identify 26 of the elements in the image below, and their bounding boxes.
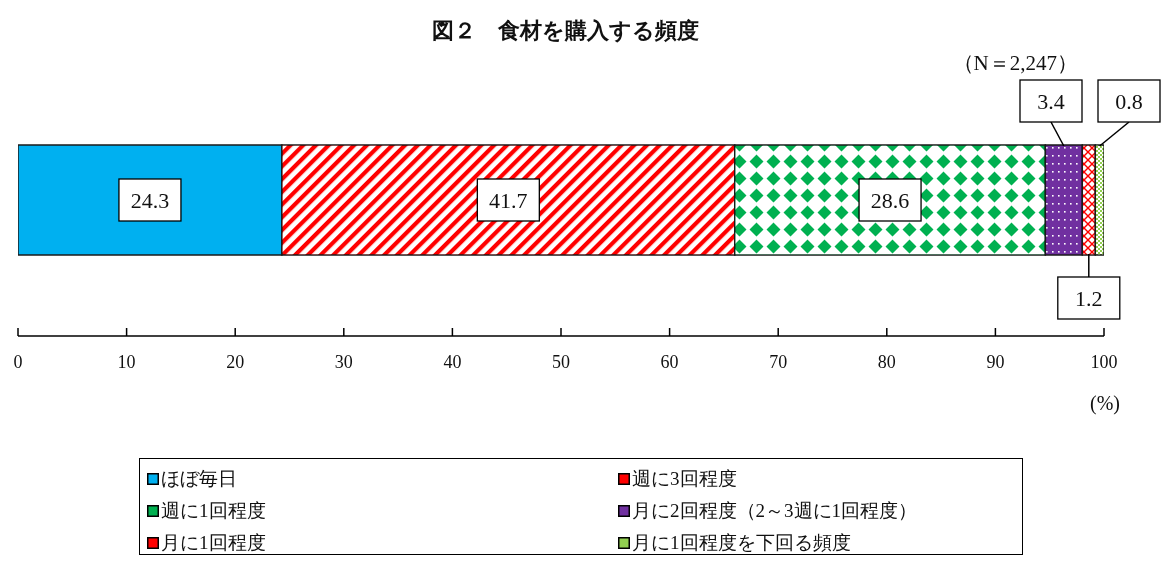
legend-label: 月に1回程度 (161, 531, 266, 555)
data-label: 28.6 (870, 187, 910, 213)
x-tick-label: 40 (443, 352, 462, 373)
data-label: 0.8 (1115, 88, 1143, 114)
legend-label: 週に1回程度 (161, 499, 266, 523)
x-tick-label: 0 (13, 352, 23, 373)
x-tick-label: 70 (769, 352, 788, 373)
data-label: 3.4 (1037, 88, 1065, 114)
x-tick-label: 90 (986, 352, 1005, 373)
legend-label: 月に1回程度を下回る頻度 (632, 531, 851, 555)
x-tick-label: 20 (226, 352, 245, 373)
legend-label: ほぼ毎日 (161, 467, 237, 491)
chart-subtitle: （N＝2,247） (951, 50, 1078, 77)
x-tick-label: 100 (1090, 352, 1118, 373)
data-label: 41.7 (489, 187, 528, 213)
legend-label: 月に2回程度（2～3週に1回程度） (632, 499, 917, 523)
x-axis-title: (%) (1089, 392, 1120, 415)
legend-label: 週に3回程度 (632, 467, 737, 491)
chart-title: 図２ 食材を購入する頻度 (430, 17, 700, 45)
data-label: 1.2 (1075, 285, 1103, 311)
x-tick-label: 60 (660, 352, 679, 373)
x-tick-label: 10 (117, 352, 136, 373)
x-tick-label: 80 (877, 352, 896, 373)
x-tick-label: 50 (552, 352, 570, 373)
data-label: 24.3 (130, 187, 170, 213)
x-tick-label: 30 (334, 352, 353, 373)
